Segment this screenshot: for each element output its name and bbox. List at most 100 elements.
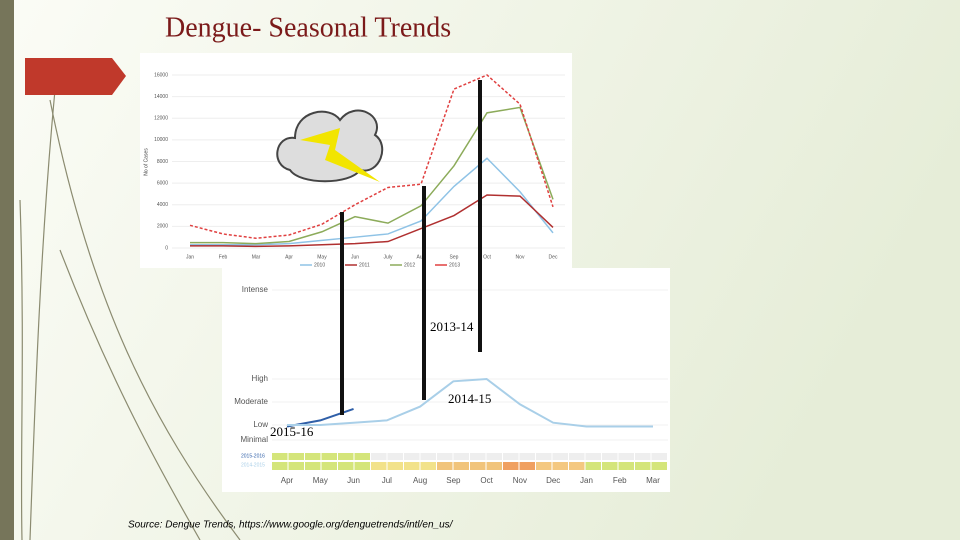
x-tick-label: Mar — [646, 476, 660, 485]
intensity-cell — [585, 462, 601, 470]
intensity-cell — [486, 462, 502, 470]
intensity-cell — [272, 453, 288, 460]
intensity-cell — [602, 462, 618, 470]
y-tick-label: 14000 — [154, 94, 168, 100]
y-axis-label: No of Cases — [143, 148, 149, 176]
intensity-cell — [354, 453, 370, 460]
x-tick-label: July — [384, 254, 393, 260]
intensity-cell — [585, 453, 601, 460]
x-tick-label: May — [313, 476, 328, 485]
y-tick-label: Minimal — [240, 435, 268, 444]
y-tick-label: 6000 — [157, 180, 168, 186]
intensity-cell — [371, 462, 387, 470]
y-tick-label: 0 — [165, 245, 168, 251]
x-tick-label: Nov — [513, 476, 527, 485]
marker-lines — [340, 80, 482, 415]
legend-label: 2011 — [359, 262, 370, 268]
y-tick-label: 10000 — [154, 137, 168, 143]
x-tick-label: Sep — [446, 476, 461, 485]
intensity-cell — [387, 453, 403, 460]
series-line — [190, 157, 554, 246]
side-strip — [0, 0, 14, 540]
intensity-cell — [569, 462, 585, 470]
intensity-cell — [453, 462, 469, 470]
intensity-cell — [404, 453, 420, 460]
intensity-cell — [651, 462, 667, 470]
x-tick-label: Jul — [382, 476, 392, 485]
intensity-cell — [371, 453, 387, 460]
series-line — [190, 106, 554, 245]
intensity-cell — [503, 462, 519, 470]
title: Dengue- Seasonal Trends — [165, 12, 451, 43]
x-tick-label: Jun — [347, 476, 360, 485]
intensity-cell — [519, 462, 535, 470]
source: Source: Dengue Trends, https://www.googl… — [128, 520, 454, 531]
x-tick-label: Sep — [450, 254, 459, 260]
intensity-cell — [569, 453, 585, 460]
intensity-cell — [519, 453, 535, 460]
x-tick-label: May — [317, 254, 327, 260]
x-tick-label: Jan — [580, 476, 593, 485]
x-tick-label: Aug — [417, 254, 426, 260]
legend-label: 2012 — [404, 262, 415, 268]
series-line — [189, 74, 554, 240]
intensity-cell — [272, 462, 288, 470]
annotation: 2015-16 — [270, 424, 314, 439]
intensity-cell — [618, 462, 634, 470]
x-tick-label: Mar — [252, 254, 261, 260]
intensity-cell — [618, 453, 634, 460]
intensity-cell — [470, 453, 486, 460]
intensity-cell — [321, 462, 337, 470]
legend-label: 2010 — [314, 262, 325, 268]
intensity-cell — [536, 453, 552, 460]
intensity-cell — [437, 453, 453, 460]
y-tick-label: Intense — [242, 285, 269, 294]
x-tick-label: Jan — [186, 254, 194, 260]
intensity-cell — [354, 462, 370, 470]
intensity-cell — [503, 453, 519, 460]
legend-label: 2015-2016 — [241, 453, 265, 459]
x-tick-label: Nov — [516, 254, 525, 260]
intensity-cell — [338, 462, 354, 470]
cloud — [276, 109, 384, 183]
x-tick-label: Aug — [413, 476, 427, 485]
intensity-cell — [437, 462, 453, 470]
y-tick-label: High — [252, 374, 268, 383]
intensity-cell — [338, 453, 354, 460]
y-tick-label: 8000 — [157, 159, 168, 165]
y-tick-label: Moderate — [234, 397, 268, 406]
y-tick-label: 12000 — [154, 116, 168, 122]
x-tick-label: Apr — [281, 476, 294, 485]
intensity-cell — [470, 462, 486, 470]
intensity-cell — [651, 453, 667, 460]
x-tick-label: Dec — [549, 254, 558, 260]
x-tick-label: Apr — [285, 254, 293, 260]
legend-label: 2014-2015 — [241, 462, 265, 468]
red-tab — [25, 58, 126, 95]
intensity-cell — [288, 453, 304, 460]
intensity-cell — [387, 462, 403, 470]
intensity-cell — [552, 453, 568, 460]
y-tick-label: 2000 — [157, 224, 168, 230]
x-tick-label: Dec — [546, 476, 560, 485]
decor-lines — [19, 89, 241, 540]
annotation: 2013-14 — [430, 319, 474, 334]
y-tick-label: 16000 — [154, 72, 168, 78]
intensity-cell — [635, 462, 651, 470]
x-tick-label: Jun — [351, 254, 359, 260]
x-tick-label: Feb — [219, 254, 228, 260]
series-line — [287, 377, 653, 428]
intensity-cell — [486, 453, 502, 460]
x-tick-label: Oct — [483, 254, 491, 260]
intensity-cell — [552, 462, 568, 470]
series-line — [190, 194, 554, 248]
x-tick-label: Feb — [613, 476, 627, 485]
y-tick-label: Low — [253, 420, 268, 429]
x-tick-label: Oct — [480, 476, 493, 485]
intensity-cell — [288, 462, 304, 470]
intensity-cell — [602, 453, 618, 460]
intensity-cell — [305, 453, 321, 460]
intensity-cell — [420, 462, 436, 470]
intensity-cell — [453, 453, 469, 460]
